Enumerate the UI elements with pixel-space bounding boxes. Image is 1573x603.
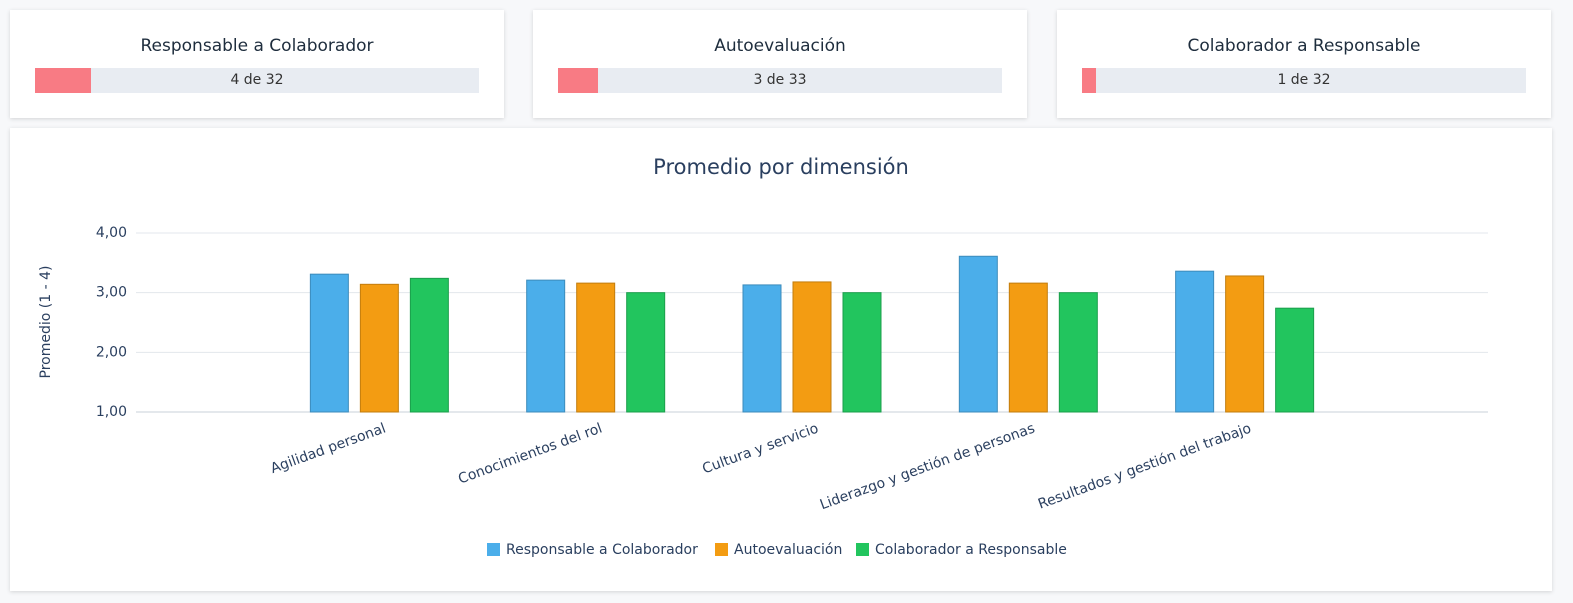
- x-tick-label: Cultura y servicio: [700, 420, 821, 477]
- chart-title: Promedio por dimensión: [653, 155, 909, 179]
- bar: [1275, 307, 1315, 413]
- legend-label: Responsable a Colaborador: [506, 542, 698, 558]
- legend-swatch: [715, 543, 728, 556]
- progress-label: 1 de 32: [1277, 72, 1331, 88]
- progress-label: 3 de 33: [753, 72, 807, 88]
- bar: [309, 273, 349, 413]
- bar: [526, 279, 566, 413]
- y-axis-title: Promedio (1 - 4): [38, 266, 54, 379]
- bar: [1225, 275, 1265, 413]
- card-title: Responsable a Colaborador: [140, 36, 374, 56]
- progress-fill: [558, 68, 599, 93]
- x-tick-label: Conocimientos del rol: [456, 420, 604, 487]
- bar: [626, 292, 666, 413]
- legend-label: Colaborador a Responsable: [875, 542, 1067, 558]
- legend-swatch: [487, 543, 500, 556]
- bar: [359, 283, 399, 413]
- bar: [742, 284, 782, 413]
- progress-card: Autoevaluación 3 de 33: [533, 10, 1027, 118]
- y-tick-label: 1,00: [96, 404, 127, 420]
- y-tick-label: 4,00: [96, 225, 127, 241]
- y-tick-label: 2,00: [96, 344, 127, 360]
- progress-track: 3 de 33: [558, 68, 1002, 93]
- card-title: Autoevaluación: [714, 36, 846, 56]
- bar: [792, 281, 832, 413]
- x-tick-label: Liderazgo y gestión de personas: [818, 420, 1037, 513]
- bar: [1058, 292, 1098, 413]
- y-tick-label: 3,00: [96, 285, 127, 301]
- progress-track: 1 de 32: [1082, 68, 1526, 93]
- bar: [842, 292, 882, 413]
- bar: [1175, 270, 1215, 413]
- bar: [1008, 282, 1048, 413]
- progress-fill: [1082, 68, 1096, 93]
- progress-card: Responsable a Colaborador 4 de 32: [10, 10, 504, 118]
- legend-label: Autoevaluación: [734, 542, 842, 558]
- progress-label: 4 de 32: [230, 72, 284, 88]
- bar: [409, 277, 449, 413]
- progress-track: 4 de 32: [35, 68, 479, 93]
- card-title: Colaborador a Responsable: [1187, 36, 1421, 56]
- legend-swatch: [856, 543, 869, 556]
- x-tick-label: Resultados y gestión del trabajo: [1036, 420, 1253, 512]
- progress-card: Colaborador a Responsable 1 de 32: [1057, 10, 1551, 118]
- x-tick-label: Agilidad personal: [269, 420, 389, 477]
- bar: [958, 255, 998, 413]
- bar: [576, 282, 616, 413]
- progress-fill: [35, 68, 91, 93]
